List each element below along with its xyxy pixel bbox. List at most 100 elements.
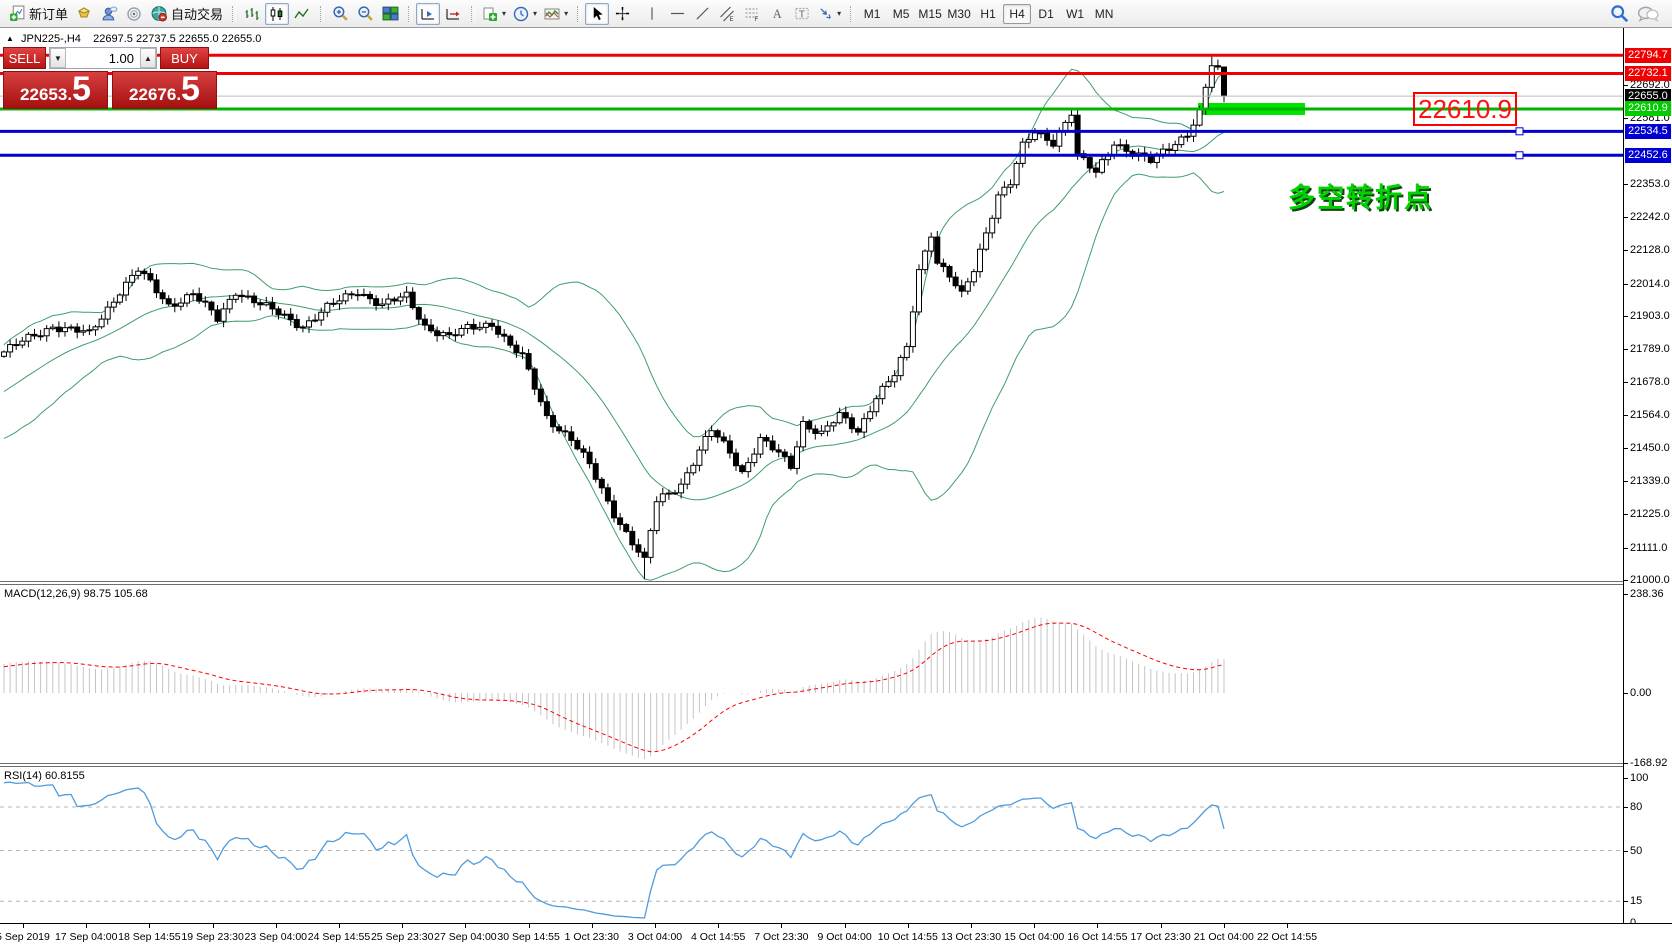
time-label: 23 Sep 04:00 <box>244 931 308 943</box>
zoom-in-button[interactable] <box>328 3 352 25</box>
macd-label: MACD(12,26,9) 98.75 105.68 <box>4 588 148 600</box>
arrows-dropdown[interactable]: ▾ <box>815 3 844 25</box>
candle <box>245 295 251 298</box>
trendline-button[interactable] <box>690 3 714 25</box>
timeframe-mn[interactable]: MN <box>1094 6 1114 21</box>
volume-field[interactable]: 1.00 <box>108 50 134 66</box>
rsi-indicator-plot[interactable] <box>0 767 1623 923</box>
timeframe-d1[interactable]: D1 <box>1038 6 1054 21</box>
buy-price-button[interactable]: 22676. 5 <box>112 71 217 109</box>
candle <box>592 463 599 480</box>
candle <box>836 412 843 424</box>
svg-text:F: F <box>754 17 758 22</box>
volume-increase-button[interactable]: ▲ <box>140 48 156 68</box>
candle <box>781 451 788 457</box>
timeframe-m5[interactable]: M5 <box>892 6 910 21</box>
time-label: 19 Sep 23:30 <box>181 931 244 943</box>
chart-shift-button[interactable] <box>441 3 465 25</box>
cursor-button[interactable] <box>585 2 610 25</box>
timeframe-w1[interactable]: W1 <box>1066 6 1085 21</box>
toolbar-group-timeframes: M1 M5 M15 M30 H1 H4 D1 W1 MN <box>847 1 1121 27</box>
price-chart-plot[interactable] <box>0 28 1623 583</box>
candle <box>665 492 672 495</box>
horizontal-line-button[interactable] <box>665 3 689 25</box>
time-tick <box>149 924 151 928</box>
fibonacci-button[interactable]: F <box>740 3 764 25</box>
candle <box>55 326 62 333</box>
hline-handle[interactable] <box>1515 151 1524 160</box>
vertical-line-button[interactable] <box>640 3 664 25</box>
chat-icon[interactable] <box>1637 5 1659 23</box>
candle <box>464 323 471 329</box>
text-button[interactable]: A <box>765 3 789 25</box>
time-label: 4 Oct 14:55 <box>691 931 746 943</box>
candle <box>1044 132 1051 141</box>
hline-handle[interactable] <box>1515 127 1524 136</box>
panel-separator[interactable] <box>0 581 1672 585</box>
crosshair-button[interactable] <box>610 3 634 25</box>
timeframe-h1[interactable]: H1 <box>980 6 996 21</box>
chart-shift-icon <box>446 8 460 19</box>
period-dropdown[interactable]: ▾ <box>510 3 540 25</box>
svg-text:E: E <box>729 17 733 22</box>
chart-symbol-title: ▲ JPN225-,H4 22697.5 22737.5 22655.0 226… <box>6 33 261 45</box>
text-label-button[interactable]: T <box>790 3 814 25</box>
new-order-button[interactable]: 新订单 <box>6 3 71 25</box>
candle <box>391 298 398 302</box>
line-chart-button[interactable] <box>290 3 314 25</box>
buy-button[interactable]: BUY <box>160 47 209 69</box>
time-label: 16 Oct 14:55 <box>1067 931 1128 943</box>
rsi-scale-tick: 50 <box>1624 844 1642 858</box>
alerts-button[interactable] <box>122 3 146 25</box>
candle <box>184 294 190 304</box>
panel-separator[interactable] <box>0 763 1672 767</box>
timeframe-m1[interactable]: M1 <box>863 6 881 21</box>
candle <box>995 194 1002 219</box>
auto-scroll-button[interactable] <box>416 2 441 25</box>
macd-scale-tick: 0.00 <box>1624 686 1651 700</box>
candle <box>263 302 270 306</box>
candle <box>708 430 715 437</box>
timeframe-h4[interactable]: H4 <box>1003 3 1032 24</box>
candle <box>354 294 361 297</box>
crosshair-icon <box>615 6 629 21</box>
sell-price-button[interactable]: 22653. 5 <box>3 71 108 109</box>
autotrade-button[interactable]: 自动交易 <box>147 3 226 25</box>
market-watch-button[interactable] <box>72 3 96 25</box>
price-tag-22452.6: 22452.6 <box>1625 147 1671 163</box>
price-callout-box[interactable]: 22610.9 <box>1413 92 1517 126</box>
candle <box>1068 114 1075 123</box>
candle <box>19 340 26 346</box>
volume-decrease-button[interactable]: ▼ <box>50 48 66 68</box>
price-scale[interactable]: 22692.0 22581.0 22353.0 22242.0 22128.0 22014… <box>1623 28 1672 929</box>
profile-button[interactable] <box>97 3 121 25</box>
time-scale[interactable]: 5 Sep 2019 17 Sep 04:00 18 Sep 14:55 19 Sep… <box>0 923 1672 952</box>
price-tag-22794.7: 22794.7 <box>1625 47 1671 63</box>
candle <box>696 449 703 466</box>
search-icon[interactable] <box>1610 4 1629 23</box>
timeframe-m30[interactable]: M30 <box>947 6 971 21</box>
candle <box>946 266 953 278</box>
candle <box>269 302 276 310</box>
price-tick: 22014.0 <box>1624 277 1670 291</box>
candle <box>135 270 142 276</box>
candle <box>421 318 428 326</box>
candle <box>1196 108 1203 126</box>
ohlc-values: 22697.5 22737.5 22655.0 22655.0 <box>93 33 262 45</box>
tile-windows-button[interactable] <box>378 3 402 25</box>
macd-indicator-plot[interactable] <box>0 585 1623 763</box>
sell-button[interactable]: SELL <box>3 47 46 69</box>
new-order-dropdown[interactable]: ▾ <box>479 3 509 25</box>
candle <box>1056 131 1063 147</box>
zoom-out-button[interactable] <box>353 3 377 25</box>
bar-chart-button[interactable] <box>240 3 264 25</box>
price-tick: 21000.0 <box>1624 573 1670 587</box>
turning-point-text[interactable]: 多空转折点 <box>1288 183 1433 213</box>
indicators-dropdown[interactable]: ▾ <box>541 3 571 25</box>
candlestick-chart-button[interactable] <box>265 2 290 25</box>
macd-histogram <box>3 617 1225 759</box>
gold-icon <box>77 6 91 17</box>
channel-button[interactable]: E <box>715 3 739 25</box>
timeframe-m15[interactable]: M15 <box>918 6 942 21</box>
candle <box>525 353 532 370</box>
